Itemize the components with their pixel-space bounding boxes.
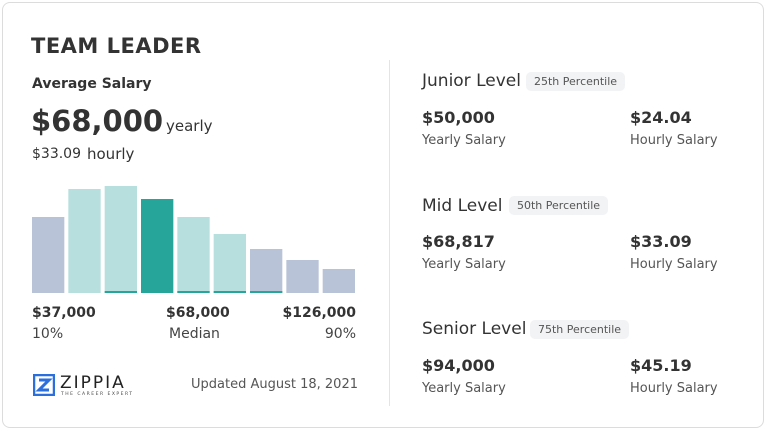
hourly-label: Hourly Salary [630,257,718,272]
level-name: Senior Level [422,319,527,339]
axis-low-label: 10% [32,326,64,342]
salary-histogram [32,186,355,293]
axis-high-label: 90% [324,326,356,342]
hourly-label: Hourly Salary [630,133,718,148]
hourly-value: $33.09 [32,146,81,162]
hourly-value: $45.19 [630,356,692,375]
level-name: Junior Level [422,71,521,91]
average-salary-value: $68,000 [31,104,164,138]
yearly-label: Yearly Salary [422,133,506,148]
level-name: Mid Level [422,196,503,216]
percentile-badge: 50th Percentile [509,196,609,215]
histogram-bar-marker [213,291,246,293]
axis-high-value: $126,000 [282,305,356,321]
histogram-bar [322,269,355,293]
yearly-label: Yearly Salary [422,257,506,272]
zippia-tagline: THE CAREER EXPERT [61,392,134,397]
updated-date: Updated August 18, 2021 [191,377,358,392]
axis-median-value: $68,000 [166,305,230,321]
yearly-value: $50,000 [422,108,495,127]
hourly-value: $33.09 [630,232,692,251]
histogram-bar [250,249,283,293]
histogram-bar [104,186,137,293]
histogram-bar-marker [104,291,137,293]
histogram-bar [141,199,174,293]
histogram-bar [286,260,319,293]
histogram-bar-marker [177,291,210,293]
histogram-bar [213,234,246,293]
axis-median-label: Median [169,326,220,342]
percentile-badge: 25th Percentile [526,72,626,91]
yearly-value: $94,000 [422,356,495,375]
average-salary-label: Average Salary [32,76,152,92]
zippia-logo-icon [33,374,55,396]
yearly-value: $68,817 [422,232,495,251]
yearly-label: Yearly Salary [422,381,506,396]
percentile-badge: 75th Percentile [530,320,630,339]
axis-low-value: $37,000 [32,305,96,321]
hourly-value: $24.04 [630,108,692,127]
page-title: TEAM LEADER [31,34,202,58]
divider [389,60,390,406]
histogram-bar [32,217,65,293]
yearly-label: yearly [166,117,213,135]
histogram-bar-marker [250,291,283,293]
salary-card [2,2,764,428]
hourly-label: Hourly Salary [630,381,718,396]
histogram-bar [177,217,210,293]
histogram-bar [68,189,101,293]
zippia-logo-text: ZIPPIA [60,373,126,393]
hourly-label: hourly [87,145,135,163]
